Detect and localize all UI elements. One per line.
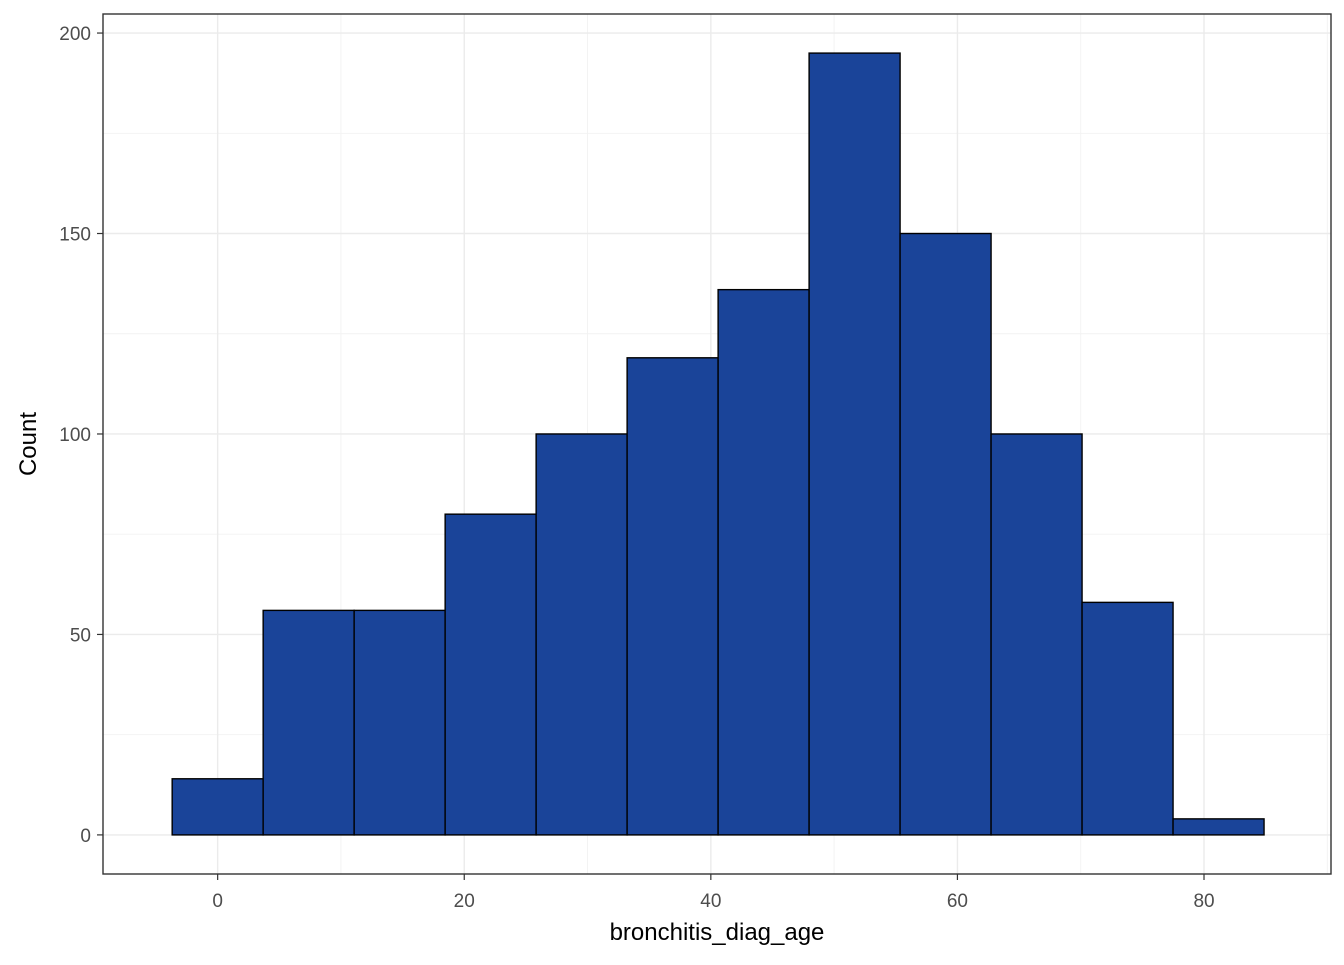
- histogram-bar: [353, 609, 446, 836]
- x-tick-label: 80: [1193, 891, 1214, 912]
- x-axis-title: bronchitis_diag_age: [610, 919, 825, 946]
- histogram-bar: [1172, 818, 1265, 836]
- histogram-bar: [1081, 601, 1174, 836]
- tick-labels: 0 20 40 60 80 0 50 100 150 200: [59, 24, 1214, 912]
- x-tick-label: 20: [454, 891, 475, 912]
- panel-border: [102, 13, 1332, 875]
- axis-ticks: [97, 32, 1205, 880]
- y-axis-title: Count: [15, 412, 42, 476]
- histogram-bar: [262, 609, 355, 836]
- histogram-bar: [444, 513, 537, 836]
- histogram-bars: [171, 52, 1265, 836]
- x-tick-label: 40: [700, 891, 721, 912]
- histogram-bar: [899, 232, 992, 836]
- histogram-bar: [626, 357, 719, 836]
- histogram-bar: [717, 288, 810, 836]
- histogram-bar: [808, 52, 901, 836]
- histogram-bar: [171, 778, 264, 836]
- y-tick-label: 150: [59, 225, 91, 246]
- x-tick-label: 0: [212, 891, 223, 912]
- x-tick-label: 60: [947, 891, 968, 912]
- histogram-bar: [990, 433, 1083, 836]
- y-tick-label: 100: [59, 425, 91, 446]
- y-tick-label: 200: [59, 24, 91, 45]
- y-tick-label: 50: [70, 625, 91, 646]
- histogram-bar: [535, 433, 628, 836]
- y-tick-label: 0: [80, 826, 91, 847]
